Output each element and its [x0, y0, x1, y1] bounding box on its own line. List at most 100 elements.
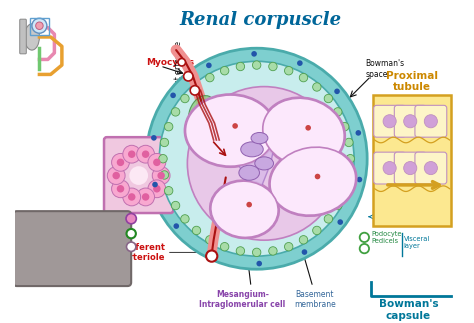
- Circle shape: [315, 174, 320, 179]
- Circle shape: [236, 247, 245, 255]
- Ellipse shape: [25, 24, 39, 50]
- Circle shape: [170, 92, 176, 98]
- Circle shape: [32, 18, 47, 33]
- Circle shape: [383, 162, 396, 175]
- Circle shape: [128, 193, 136, 201]
- Circle shape: [246, 202, 252, 207]
- Text: Proximal
tubule: Proximal tubule: [386, 71, 438, 92]
- Circle shape: [128, 151, 136, 158]
- Text: Glomerulus
Capillary: Glomerulus Capillary: [225, 204, 263, 215]
- FancyBboxPatch shape: [13, 211, 131, 286]
- Circle shape: [111, 153, 129, 171]
- Circle shape: [142, 193, 149, 201]
- Circle shape: [36, 22, 43, 29]
- Circle shape: [123, 188, 141, 206]
- Text: Macula densa: Macula densa: [20, 215, 73, 224]
- Circle shape: [206, 63, 212, 68]
- Circle shape: [356, 177, 362, 182]
- Circle shape: [187, 87, 341, 240]
- Text: Visceral
layer: Visceral layer: [404, 236, 430, 249]
- Circle shape: [181, 94, 189, 103]
- Ellipse shape: [255, 157, 273, 170]
- Circle shape: [253, 61, 261, 69]
- FancyBboxPatch shape: [374, 152, 406, 184]
- Ellipse shape: [263, 98, 344, 167]
- Text: Juxtaglomerular
apparatus: Juxtaglomerular apparatus: [35, 252, 108, 271]
- FancyBboxPatch shape: [415, 105, 447, 137]
- Circle shape: [340, 122, 349, 131]
- Text: Afferent arteriole: Afferent arteriole: [174, 41, 183, 107]
- Ellipse shape: [251, 132, 268, 144]
- Circle shape: [183, 72, 193, 81]
- Text: Granular cells: Granular cells: [20, 229, 80, 238]
- Circle shape: [324, 94, 333, 103]
- Circle shape: [299, 73, 308, 82]
- Circle shape: [356, 130, 361, 136]
- Text: Glomerulus
Capillary: Glomerulus Capillary: [284, 123, 322, 134]
- Circle shape: [142, 151, 149, 158]
- FancyBboxPatch shape: [415, 152, 447, 184]
- Circle shape: [305, 125, 311, 130]
- FancyBboxPatch shape: [104, 137, 173, 213]
- Circle shape: [157, 172, 165, 179]
- Circle shape: [324, 215, 333, 223]
- Text: Parietal
layer: Parietal layer: [373, 203, 407, 222]
- Circle shape: [404, 162, 417, 175]
- Circle shape: [360, 244, 369, 253]
- Circle shape: [297, 60, 303, 66]
- Circle shape: [251, 51, 257, 57]
- Circle shape: [152, 182, 158, 187]
- Circle shape: [424, 115, 438, 128]
- FancyBboxPatch shape: [374, 105, 406, 137]
- Text: Mesangium-Extra-
glomerular cell: Mesangium-Extra- glomerular cell: [20, 236, 81, 249]
- Circle shape: [190, 86, 200, 95]
- Circle shape: [299, 235, 308, 244]
- Circle shape: [117, 185, 124, 193]
- Circle shape: [383, 115, 396, 128]
- Circle shape: [424, 162, 438, 175]
- Ellipse shape: [189, 96, 216, 132]
- Text: Bowman's
capsule: Bowman's capsule: [379, 299, 438, 321]
- Circle shape: [192, 226, 201, 235]
- Circle shape: [210, 252, 216, 257]
- Circle shape: [301, 249, 307, 255]
- Text: Renal corpuscle: Renal corpuscle: [179, 11, 341, 29]
- Circle shape: [206, 250, 218, 262]
- Circle shape: [123, 145, 141, 163]
- Circle shape: [172, 201, 180, 210]
- Circle shape: [313, 83, 321, 91]
- Circle shape: [117, 159, 124, 166]
- Text: Distal
convoluted
tubule: Distal convoluted tubule: [25, 215, 54, 268]
- Circle shape: [345, 171, 353, 179]
- Circle shape: [337, 219, 343, 225]
- Text: Myocytes: Myocytes: [146, 58, 194, 67]
- Circle shape: [112, 172, 120, 179]
- Ellipse shape: [239, 165, 259, 180]
- Text: Glomerulus
Capillary: Glomerulus Capillary: [211, 123, 249, 134]
- Circle shape: [159, 154, 167, 163]
- Circle shape: [137, 145, 155, 163]
- Text: Bowman's
space: Bowman's space: [365, 59, 404, 78]
- Circle shape: [313, 226, 321, 235]
- Circle shape: [284, 243, 293, 251]
- Circle shape: [404, 115, 417, 128]
- Circle shape: [345, 138, 353, 147]
- Circle shape: [334, 201, 342, 210]
- Text: Mesangium-
Intraglomerular cell: Mesangium- Intraglomerular cell: [200, 290, 286, 309]
- Circle shape: [129, 166, 148, 185]
- Circle shape: [269, 62, 277, 71]
- Circle shape: [159, 61, 354, 256]
- Circle shape: [181, 215, 189, 223]
- Circle shape: [360, 233, 369, 242]
- Circle shape: [340, 186, 349, 195]
- Ellipse shape: [270, 147, 356, 215]
- FancyBboxPatch shape: [373, 95, 451, 226]
- Circle shape: [164, 122, 173, 131]
- Ellipse shape: [241, 142, 263, 157]
- Text: Basement
membrane: Basement membrane: [294, 290, 336, 309]
- Circle shape: [284, 67, 293, 75]
- FancyBboxPatch shape: [20, 19, 26, 54]
- Circle shape: [146, 48, 367, 269]
- Circle shape: [137, 188, 155, 206]
- Ellipse shape: [211, 181, 278, 237]
